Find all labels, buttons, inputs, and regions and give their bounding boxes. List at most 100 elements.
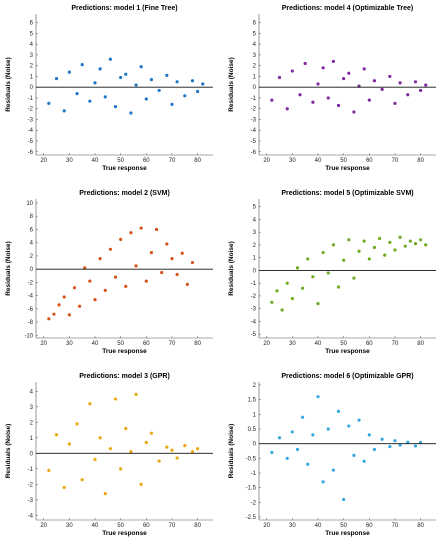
y-tick-label: 1.5 [248, 398, 257, 404]
data-point [52, 312, 56, 316]
data-point [280, 308, 284, 312]
data-point [47, 317, 51, 321]
y-tick-label: 4 [30, 241, 34, 247]
data-point [149, 431, 154, 435]
data-point [170, 448, 174, 452]
y-tick-label: -4 [28, 513, 34, 519]
data-point [352, 110, 356, 114]
y-axis-label: Residuals (Noise) [5, 241, 12, 296]
data-point [134, 83, 138, 87]
data-point [170, 256, 174, 261]
data-point [285, 107, 289, 111]
y-tick-label: 10 [26, 201, 33, 207]
data-point [93, 457, 97, 462]
data-point [124, 426, 128, 431]
data-point [183, 443, 187, 448]
data-point [62, 109, 66, 113]
data-point [352, 453, 356, 458]
data-point [165, 73, 169, 77]
y-tick-label: -6 [28, 307, 34, 313]
data-point [367, 257, 371, 261]
data-point [113, 275, 118, 279]
data-point [144, 440, 148, 445]
x-tick-label: 20 [263, 158, 270, 164]
y-tick-label: -4 [28, 128, 34, 134]
x-axis-label: True response [325, 165, 370, 172]
y-tick-label: 3 [30, 53, 34, 59]
x-axis-label: True response [102, 530, 147, 537]
data-point [139, 482, 143, 486]
data-point [357, 418, 361, 422]
data-point [113, 397, 118, 401]
y-tick-label: 4 [253, 217, 257, 223]
y-tick-label: 5 [30, 31, 34, 37]
data-point [201, 82, 205, 86]
data-point [393, 101, 397, 105]
data-point [321, 480, 325, 484]
data-point [75, 422, 79, 426]
y-tick-label: 6 [30, 21, 34, 27]
data-point [88, 99, 92, 103]
data-point [108, 247, 112, 251]
chart-model-3-gpr: Predictions: model 3 (GPR)20 30 40 50 60 70 80… [5, 373, 213, 537]
y-tick-label: -3 [28, 498, 34, 504]
x-tick-label: 80 [194, 158, 201, 164]
x-tick-label: 50 [340, 523, 347, 529]
data-point [419, 88, 423, 93]
chart-title: Predictions: model 2 (SVM) [79, 190, 170, 197]
x-tick-label: 50 [340, 341, 347, 347]
data-point [119, 237, 123, 241]
x-tick-label: 20 [40, 523, 47, 529]
data-point [157, 88, 161, 93]
data-point [326, 96, 330, 100]
data-point [380, 87, 384, 91]
data-point [275, 289, 279, 293]
data-point [124, 284, 128, 288]
data-point [47, 468, 51, 472]
x-tick-label: 40 [315, 341, 322, 347]
y-tick-label: 2 [30, 420, 34, 426]
data-point [62, 295, 66, 299]
data-point [413, 80, 418, 84]
x-tick-label: 80 [417, 158, 424, 164]
y-axis-label: Residuals (Noise) [5, 424, 12, 479]
data-point [336, 409, 341, 413]
y-tick-label: 0 [30, 85, 34, 91]
data-point [306, 462, 310, 466]
y-tick-label: 8 [30, 214, 34, 220]
x-tick-label: 70 [169, 341, 176, 347]
data-point [175, 272, 179, 277]
y-tick-label: 4 [253, 42, 257, 48]
data-point [362, 239, 366, 243]
x-tick-label: 50 [117, 341, 124, 347]
data-point [331, 468, 335, 472]
data-point [88, 279, 92, 283]
x-tick-label: 70 [392, 158, 399, 164]
y-tick-label: -5 [251, 332, 257, 338]
data-point [277, 436, 282, 440]
y-tick-label: 6 [253, 21, 257, 27]
y-tick-label: -4 [251, 128, 257, 134]
chart-title: Predictions: model 5 (Optimizable SVM) [281, 190, 413, 197]
chart-model-1-fine-tree: Predictions: model 1 (Fine Tree)20 30 40 50… [5, 5, 213, 172]
y-tick-label: 0 [253, 268, 257, 274]
data-point [398, 235, 402, 239]
data-point [413, 242, 418, 246]
data-point [80, 62, 84, 67]
data-point [175, 456, 179, 460]
x-tick-label: 80 [417, 341, 424, 347]
x-tick-label: 30 [289, 523, 296, 529]
y-tick-label: 3 [253, 230, 257, 236]
data-point [67, 70, 71, 74]
x-tick-label: 70 [392, 341, 399, 347]
data-point [134, 264, 138, 268]
x-tick-label: 30 [66, 523, 73, 529]
data-point [270, 300, 274, 304]
data-point [183, 94, 187, 98]
data-point [160, 270, 164, 275]
y-axis-label: Residuals (Noise) [5, 57, 12, 112]
data-point [419, 238, 423, 242]
data-point [393, 248, 397, 252]
x-tick-label: 70 [392, 523, 399, 529]
